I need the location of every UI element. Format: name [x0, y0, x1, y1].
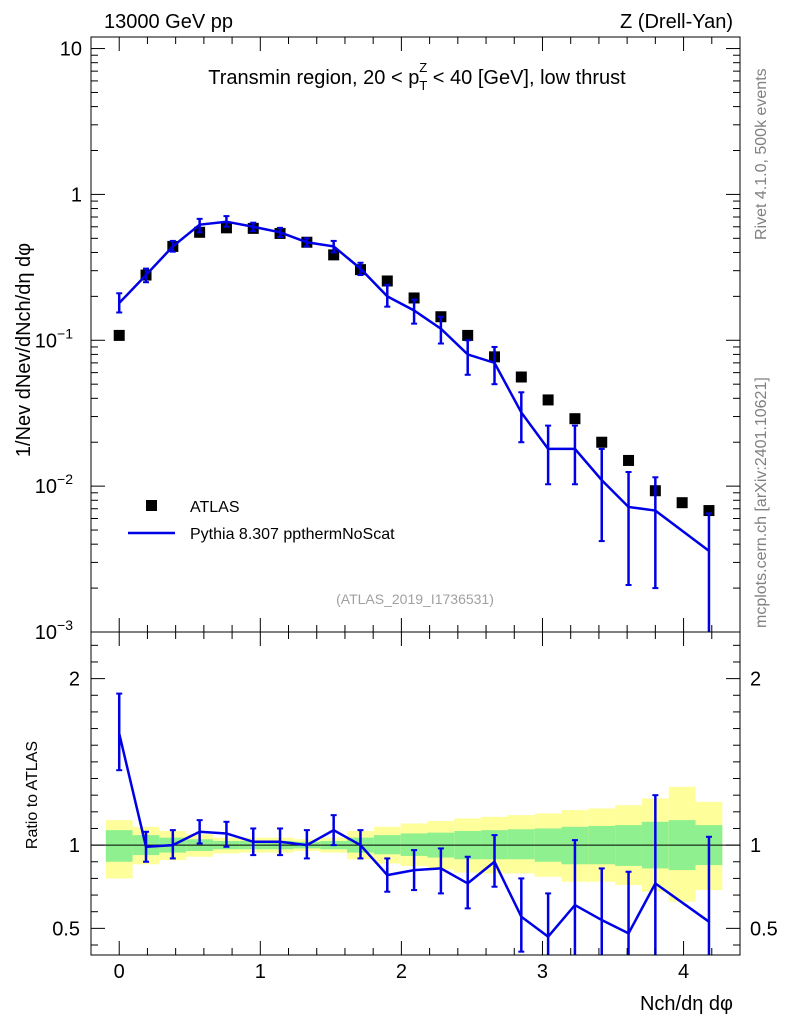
legend-label-atlas: ATLAS	[190, 499, 240, 516]
atlas-data-point	[328, 249, 340, 261]
ratio-frame	[90, 631, 741, 956]
ratio-y-tick-label-right: 1	[750, 835, 761, 857]
ratio-band-inner	[507, 829, 535, 860]
x-tick-label: 1	[255, 961, 266, 983]
atlas-data-point	[703, 505, 715, 517]
main-plot-title: Transmin region, 20 < pTZ < 40 [GeV], lo…	[208, 60, 626, 93]
atlas-data-point	[113, 329, 125, 341]
main-y-axis-label: 1/Nev dNev/dNch/dη dφ	[13, 243, 35, 457]
ratio-y-tick-label: 1	[69, 835, 80, 857]
atlas-data-point	[596, 436, 608, 448]
main-frame	[90, 36, 741, 633]
header-right: Z (Drell-Yan)	[620, 11, 733, 33]
ratio-axes: 0.5 0.5 1 1 2 2 0 1 2 3 4	[52, 631, 778, 983]
legend: ATLAS Pythia 8.307 ppthermNoScat	[128, 499, 395, 543]
main-y-tick-label: 10−1	[35, 325, 73, 352]
atlas-data-point	[623, 454, 635, 466]
ratio-y-tick-label: 0.5	[52, 918, 80, 940]
main-y-tick-label: 10	[60, 39, 82, 61]
ratio-y-tick-label: 2	[69, 669, 80, 691]
ratio-series-layer	[116, 692, 712, 955]
main-y-tick-label: 10−3	[35, 617, 73, 644]
x-tick-label: 4	[678, 961, 689, 983]
atlas-data-point	[381, 275, 393, 287]
x-axis-label: Nch/dη dφ	[640, 993, 733, 1015]
atlas-data-point	[676, 497, 688, 509]
side-label-rivet: Rivet 4.1.0, 500k events	[753, 68, 770, 240]
atlas-data-point	[462, 329, 474, 341]
main-y-tick-label: 1	[71, 184, 82, 206]
header-left: 13000 GeV pp	[104, 11, 233, 33]
ratio-bands	[91, 786, 740, 902]
atlas-data-point	[569, 413, 581, 425]
atlas-data-point	[220, 222, 232, 234]
ratio-y-axis-label: Ratio to ATLAS	[24, 741, 41, 849]
main-y-tick-label: 10−2	[35, 471, 73, 498]
x-tick-label: 2	[396, 961, 407, 983]
ratio-y-tick-label-right: 2	[750, 669, 761, 691]
pythia-line	[118, 220, 710, 552]
side-label-mcplots: mcplots.cern.ch [arXiv:2401.10621]	[753, 377, 770, 628]
legend-marker-atlas	[146, 500, 157, 511]
analysis-watermark: (ATLAS_2019_I1736531)	[336, 591, 494, 607]
x-tick-label: 0	[114, 961, 125, 983]
main-series-layer	[113, 215, 715, 632]
atlas-data-point	[408, 292, 420, 304]
legend-label-pythia: Pythia 8.307 ppthermNoScat	[190, 526, 395, 543]
ratio-line	[118, 733, 710, 939]
ratio-band-inner	[105, 830, 133, 862]
main-axes: 10 1 10−1 10−2 10−3	[35, 36, 741, 644]
atlas-data-point	[515, 371, 527, 383]
ratio-y-tick-label-right: 0.5	[750, 918, 778, 940]
x-tick-label: 3	[537, 961, 548, 983]
atlas-data-point	[542, 394, 554, 406]
